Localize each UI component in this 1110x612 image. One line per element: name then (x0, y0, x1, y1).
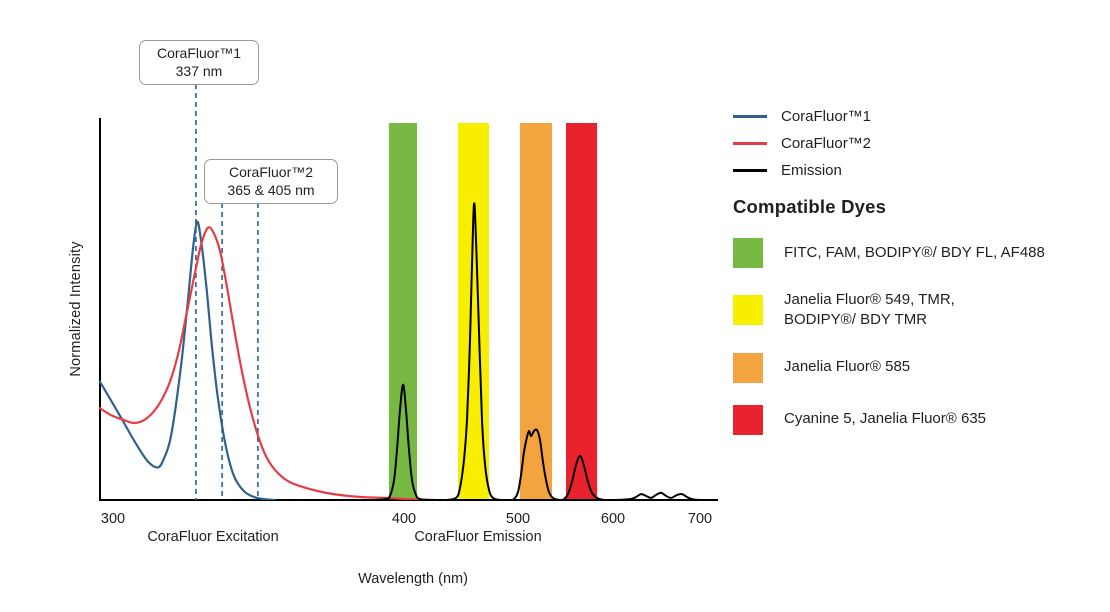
callout-corafluor2-365-405nm: CoraFluor™2 365 & 405 nm (204, 159, 338, 204)
callout-corafluor2-title: CoraFluor™2 (228, 164, 314, 180)
legend-label-corafluor2: CoraFluor™2 (781, 134, 872, 152)
emission-band-orange-jf585 (520, 123, 552, 500)
legend-label-emission: Emission (781, 161, 842, 179)
callout-corafluor1-wavelength: 337 nm (175, 63, 223, 80)
x-section-label-emission: CoraFluor Emission (414, 529, 542, 545)
corafluor1-excitation-curve (98, 220, 276, 500)
legend-item-emission: Emission (733, 161, 1105, 179)
legend-line-swatch-corafluor1 (733, 114, 767, 118)
dye-label-yellow: Janelia Fluor® 549, TMR, BODIPY®/ BDY TM… (784, 290, 955, 331)
legend-item-corafluor1: CoraFluor™1 (733, 107, 1105, 125)
dye-label-orange: Janelia Fluor® 585 (784, 357, 910, 377)
legend-panel: CoraFluor™1 CoraFluor™2 Emission Compati… (733, 107, 1105, 457)
dye-label-green: FITC, FAM, BODIPY®/ BDY FL, AF488 (784, 243, 1045, 263)
dye-label-green-line1: FITC, FAM, BODIPY®/ BDY FL, AF488 (784, 243, 1045, 261)
dye-label-red: Cyanine 5, Janelia Fluor® 635 (784, 409, 986, 429)
dye-item-orange: Janelia Fluor® 585 (733, 352, 1105, 383)
x-tick-label-400: 400 (392, 511, 416, 527)
dye-label-yellow-line2: BODIPY®/ BDY TMR (784, 311, 928, 329)
x-tick-label-500: 500 (506, 511, 530, 527)
callout-corafluor1-title: CoraFluor™1 (156, 45, 242, 61)
corafluor2-excitation-curve (98, 226, 436, 500)
legend-label-corafluor1: CoraFluor™1 (781, 107, 872, 125)
dye-item-green: FITC, FAM, BODIPY®/ BDY FL, AF488 (733, 238, 1105, 268)
emission-band-yellow-jf549 (458, 123, 489, 500)
x-tick-label-600: 600 (601, 511, 625, 527)
dye-swatch-green (733, 238, 763, 268)
x-axis-label: Wavelength (nm) (358, 571, 468, 587)
callout-corafluor1-337nm: CoraFluor™1 337 nm (139, 40, 259, 85)
x-tick-label-300: 300 (101, 511, 125, 527)
x-tick-label-700: 700 (688, 511, 712, 527)
dye-label-yellow-line1: Janelia Fluor® 549, TMR, (784, 291, 955, 308)
legend-line-swatch-corafluor2 (733, 141, 767, 145)
emission-band-red-cy5 (566, 123, 598, 500)
legend-item-corafluor2: CoraFluor™2 (733, 134, 1105, 152)
legend-line-swatch-emission (733, 168, 767, 172)
emission-curve (371, 202, 719, 500)
dye-swatch-red (733, 404, 763, 435)
dye-swatch-orange (733, 352, 763, 383)
emission-band-green-fitc (388, 123, 417, 500)
callout-corafluor2-wavelength: 365 & 405 nm (227, 182, 315, 199)
dye-item-yellow: Janelia Fluor® 549, TMR, BODIPY®/ BDY TM… (733, 290, 1105, 331)
x-section-label-excitation: CoraFluor Excitation (147, 529, 279, 545)
compatible-dyes-heading: Compatible Dyes (733, 196, 887, 217)
dye-item-red: Cyanine 5, Janelia Fluor® 635 (733, 404, 1105, 435)
dye-label-red-line1: Cyanine 5, Janelia Fluor® 635 (784, 410, 987, 428)
dye-swatch-yellow (733, 295, 763, 326)
dye-label-orange-line1: Janelia Fluor® 585 (784, 358, 911, 376)
y-axis-label: Normalized Intensity (68, 241, 84, 377)
